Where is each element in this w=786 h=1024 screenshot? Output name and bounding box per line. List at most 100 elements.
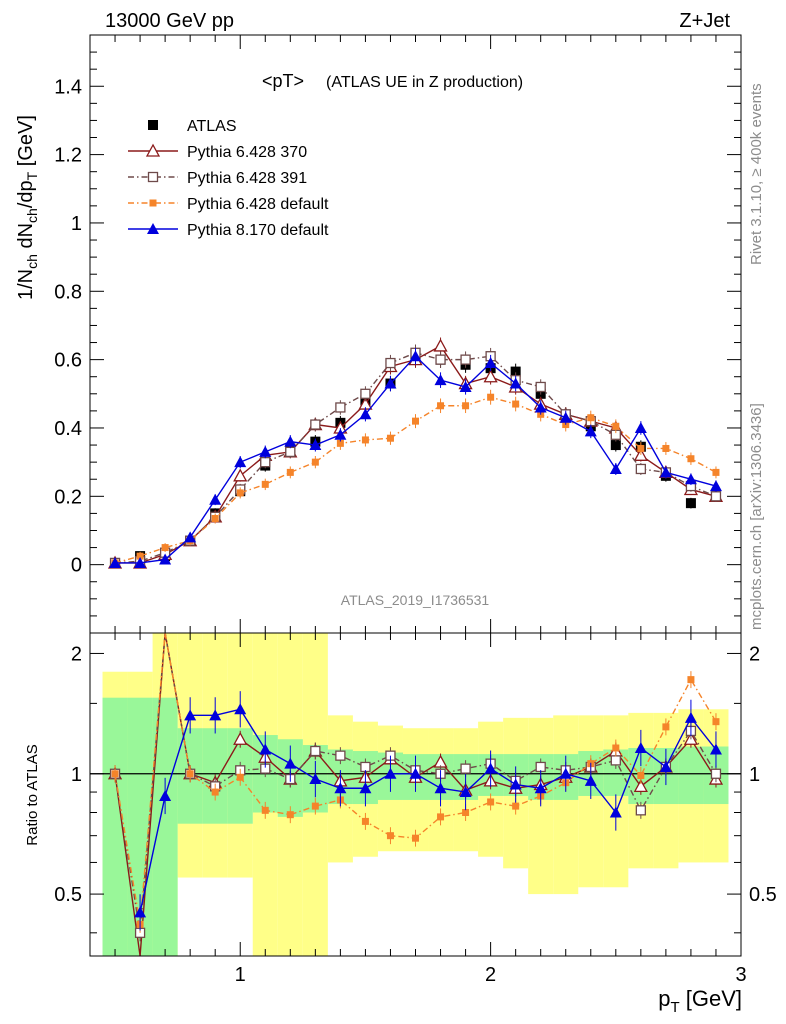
legend-entry-2: Pythia 6.428 391 [128, 170, 307, 187]
ratio-point [310, 745, 321, 757]
main-point [710, 491, 722, 502]
main-point [712, 468, 720, 476]
ratio-point [412, 834, 419, 842]
main-point [509, 377, 522, 389]
main-point [336, 439, 344, 447]
main-point [433, 338, 448, 352]
main-point [587, 414, 595, 422]
main-point [635, 463, 646, 475]
xtick-label: 3 [735, 964, 746, 986]
main-point [409, 350, 422, 362]
main-panel: <pT> (ATLAS UE in Z production) ATLAS_20… [15, 34, 742, 634]
ratio-point [437, 813, 445, 821]
ratio-point [186, 770, 194, 778]
legend-label: Pythia 6.428 391 [187, 170, 307, 187]
main-ytick-label: 1 [71, 213, 82, 235]
band-yellow [553, 715, 579, 895]
ratio-ytick-label: 1 [71, 764, 82, 786]
ratio-point [484, 762, 497, 774]
ratio-panel: 0.5 0.5 1 1 2 2 1 2 3 Ratio to ATLAS pT [GeV] [24, 632, 777, 1016]
main-point [286, 468, 294, 476]
ratio-ytick-label: 0.5 [54, 884, 82, 906]
main-point [685, 498, 696, 509]
legend-marker [149, 199, 157, 207]
ratio-point [584, 774, 597, 786]
main-point [437, 402, 445, 410]
legend: ATLAS Pythia 6.428 370 Pythia 6.428 391 Pyt… [128, 118, 329, 239]
ratio-point [286, 811, 294, 819]
legend-marker [147, 171, 159, 183]
ratio-ytick-label: 2 [71, 643, 82, 665]
legend-entry-4: Pythia 8.170 default [128, 222, 329, 239]
legend-entry-0: ATLAS [148, 118, 237, 135]
ratio-point [386, 832, 394, 840]
chart-subtitle: (ATLAS UE in Z production) [326, 74, 523, 91]
main-point [462, 402, 470, 410]
ratio-point [384, 767, 397, 779]
main-point [609, 462, 622, 474]
ratio-point [359, 782, 372, 794]
ratio-ytick-label-right: 0.5 [749, 884, 777, 906]
main-point [709, 480, 722, 492]
header-right: Z+Jet [679, 10, 730, 32]
ratio-point [261, 806, 269, 814]
main-point [209, 493, 222, 505]
main-point [687, 455, 695, 463]
ratio-point [712, 718, 720, 726]
ratio-point [462, 809, 470, 817]
main-point [161, 544, 169, 552]
main-ytick-label: 1.2 [54, 145, 82, 167]
ratio-point [361, 817, 369, 825]
rivet-label: Rivet 3.1.10, ≥ 400k events [748, 83, 765, 265]
ratio-point [409, 767, 422, 779]
main-point [637, 444, 645, 452]
ratio-point [360, 761, 371, 773]
main-ytick-label: 1.4 [54, 76, 82, 98]
main-series-1 [107, 337, 724, 569]
main-point [136, 552, 144, 560]
ratio-point [209, 709, 222, 721]
ratio-point [637, 772, 645, 780]
ratio-point [335, 750, 346, 761]
ratio-point [184, 709, 197, 721]
ratio-point [311, 802, 319, 810]
ratio-point [284, 757, 297, 769]
main-point [234, 456, 247, 468]
ratio-point [559, 767, 572, 779]
ratio-point [434, 782, 447, 794]
main-point [484, 357, 497, 369]
main-point [309, 439, 322, 451]
main-point [659, 466, 672, 478]
legend-marker [145, 143, 161, 157]
main-point [584, 425, 597, 437]
main-point [310, 419, 321, 430]
main-point [134, 556, 147, 568]
chart-title: <pT> [262, 71, 304, 91]
main-ytick-label: 0.2 [54, 486, 82, 508]
xtick-label: 2 [485, 964, 496, 986]
main-series-line [114, 352, 717, 564]
main-point [412, 417, 419, 425]
main-point [535, 381, 546, 393]
main-point [159, 553, 172, 565]
ratio-point [211, 788, 219, 796]
ratio-point [534, 782, 547, 794]
main-point [662, 444, 670, 452]
main-point [684, 473, 697, 485]
ratio-point [687, 676, 695, 684]
svg-text:pT [GeV]: pT [GeV] [658, 986, 742, 1016]
main-series-2 [109, 344, 722, 569]
main-ylabel: 1/Nch dNch/dpT [GeV] [15, 115, 40, 300]
ratio-point [684, 711, 697, 723]
svg-text:1/Nch dNch/dpT [GeV]: 1/Nch dNch/dpT [GeV] [15, 115, 40, 300]
ratio-point [236, 773, 244, 781]
ratio-point [159, 789, 172, 801]
main-point [211, 515, 219, 523]
main-ytick-label: 0.4 [54, 418, 82, 440]
ratio-point [633, 779, 648, 793]
main-point [559, 411, 572, 423]
band-green [102, 697, 128, 956]
ratio-point [309, 773, 322, 785]
main-point [534, 401, 547, 413]
ratio-point [610, 755, 621, 766]
